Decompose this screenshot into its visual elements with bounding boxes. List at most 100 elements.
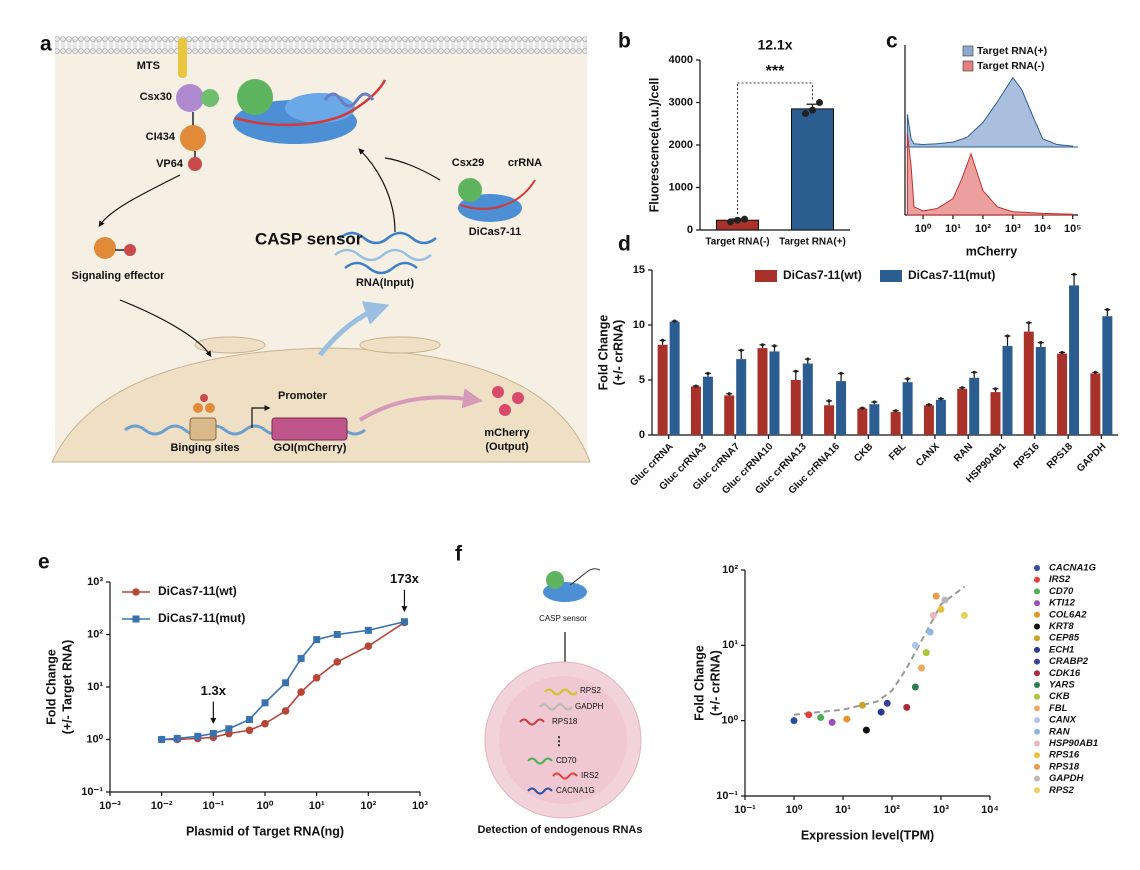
y-axis-label: (+/- crRNA) <box>611 320 625 386</box>
bar <box>1057 353 1068 435</box>
y-tick-label: 2000 <box>669 139 693 151</box>
bar <box>757 348 768 435</box>
legend-marker <box>1034 670 1040 677</box>
mcherry <box>492 386 504 398</box>
mts-helix <box>178 38 187 78</box>
legend-swatch <box>962 60 974 72</box>
x-tick-label: CKB <box>852 441 875 464</box>
gene-label: RPS18 <box>552 717 578 726</box>
x-tick-label: 10³ <box>933 804 949 816</box>
x-tick-label: 10⁵ <box>1064 223 1081 235</box>
legend-marker <box>1034 611 1040 618</box>
density-area <box>906 133 1074 216</box>
data-point <box>911 683 919 691</box>
bar <box>857 408 868 435</box>
bar <box>923 405 934 435</box>
marker <box>245 716 253 724</box>
rna-icon <box>544 688 578 696</box>
legend-marker <box>1034 646 1040 653</box>
y-axis-label: (+/- crRNA) <box>708 650 722 716</box>
marker <box>194 732 202 740</box>
legend-label: CANX <box>1049 715 1077 726</box>
y-tick-label: 10⁰ <box>86 733 103 745</box>
marker <box>173 734 181 742</box>
bar <box>969 377 980 435</box>
label: mCherry <box>484 427 530 439</box>
data-point <box>741 215 748 223</box>
bar <box>1069 285 1080 435</box>
legend-label: CACNA1G <box>1049 563 1097 574</box>
marker <box>297 688 305 696</box>
marker <box>333 658 342 666</box>
legend-label: DiCas7-11(wt) <box>783 268 862 282</box>
x-tick-label: GAPDH <box>1075 441 1108 474</box>
bar <box>957 388 968 435</box>
data-point <box>794 369 798 373</box>
panel-label: b <box>618 30 631 53</box>
legend-label: ECH1 <box>1049 644 1074 655</box>
gene-label: RPS2 <box>580 686 601 695</box>
marker <box>245 726 254 735</box>
data-point <box>1005 334 1010 338</box>
arrow <box>119 299 212 357</box>
x-tick-label: 10⁻¹ <box>734 804 756 816</box>
panel-label: a <box>40 33 52 56</box>
annotation: 173x <box>390 571 420 586</box>
x-tick-label: 10² <box>360 800 376 812</box>
data-point <box>929 611 937 619</box>
csx30-bound <box>201 89 219 107</box>
legend-marker <box>1034 658 1040 665</box>
legend-label: YARS <box>1049 680 1075 691</box>
gene-label: IRS2 <box>581 771 599 780</box>
x-axis-label: Plasmid of Target RNA(ng) <box>186 824 344 838</box>
legend-label: Target RNA(-) <box>977 60 1044 72</box>
data-point <box>903 703 911 711</box>
csx29 <box>458 178 482 202</box>
bar <box>869 404 880 435</box>
y-axis-label: Fold Change <box>692 645 706 721</box>
x-axis-label: mCherry <box>966 244 1017 258</box>
bar <box>724 395 735 435</box>
data-point <box>1060 350 1064 355</box>
legend-marker <box>1034 740 1040 747</box>
marker <box>261 699 269 707</box>
effector <box>200 394 208 402</box>
bar <box>702 376 713 435</box>
bar <box>836 381 847 435</box>
data-point <box>939 397 943 401</box>
legend-label: CD70 <box>1049 586 1074 597</box>
marker <box>364 642 373 650</box>
annotation: 12.1x <box>757 37 792 53</box>
data-point <box>993 387 998 391</box>
label: crRNA <box>508 157 542 169</box>
x-tick-label: 10⁻³ <box>99 800 121 812</box>
legend-label: GAPDH <box>1049 773 1084 784</box>
legend-marker <box>1034 635 1040 642</box>
gene-label: CD70 <box>556 756 577 765</box>
legend-marker <box>1034 600 1040 607</box>
rna-icon <box>527 757 553 765</box>
vp64 <box>188 157 202 171</box>
legend-marker <box>1034 565 1040 571</box>
data-point <box>932 592 940 600</box>
x-tick-label: 10⁰ <box>786 804 803 816</box>
data-point <box>862 726 870 734</box>
data-point <box>806 357 810 361</box>
x-tick-label: CANX <box>914 441 942 469</box>
legend-label: IRS2 <box>1049 574 1071 585</box>
bar <box>791 108 834 231</box>
bar <box>824 405 835 435</box>
marker <box>333 631 341 638</box>
data-point <box>734 216 741 224</box>
marker <box>281 707 290 715</box>
x-tick-label: 10⁰ <box>257 800 274 812</box>
data-point <box>872 400 876 404</box>
bar <box>990 392 1001 435</box>
y-tick-label: 3000 <box>669 96 693 108</box>
gene-label: CACNA1G <box>556 786 595 795</box>
y-tick-label: 10⁰ <box>721 715 738 727</box>
data-point <box>860 406 864 410</box>
rna-icon <box>519 718 545 726</box>
legend-label: RPS16 <box>1049 750 1080 761</box>
